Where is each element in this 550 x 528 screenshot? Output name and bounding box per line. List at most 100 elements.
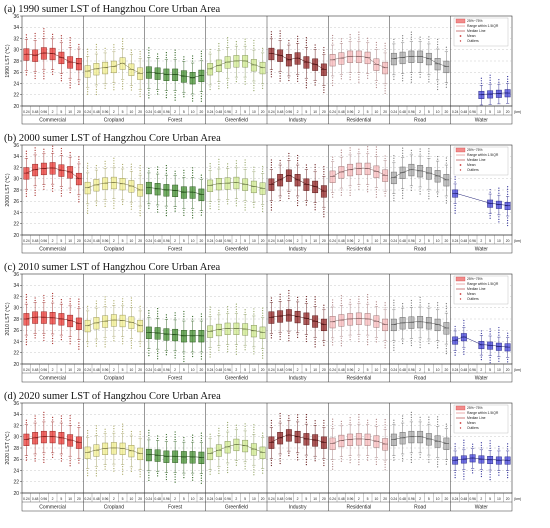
p3-distance-tick-label: 0.48 <box>216 497 223 501</box>
p2-outlier <box>445 305 447 307</box>
p2-outlier <box>323 344 325 346</box>
p3-y-tick-label: 30 <box>13 435 19 441</box>
p0-outlier <box>200 55 202 57</box>
p3-outlier <box>34 420 36 422</box>
p2-distance-tick-label: 0.24 <box>207 368 214 372</box>
p0-outlier <box>349 39 351 41</box>
p3-distance-tick-label: 0.24 <box>391 497 398 501</box>
p0-outlier <box>314 81 316 84</box>
p3-outlier <box>139 471 141 473</box>
p3-outlier <box>445 463 447 465</box>
p0-box <box>207 63 214 76</box>
p0-outlier <box>410 73 412 76</box>
p0-distance-tick-label: 5 <box>122 110 124 114</box>
p0-outlier <box>157 93 159 95</box>
p0-outlier <box>43 70 45 72</box>
p0-outlier <box>60 35 62 37</box>
p3-distance-tick-label: 5 <box>60 497 62 501</box>
p0-outlier <box>297 38 299 40</box>
p3-outlier <box>192 479 194 481</box>
p1-box <box>434 170 441 183</box>
p0-outlier <box>279 30 281 32</box>
p3-outlier <box>244 428 246 430</box>
p1-outlier <box>393 197 395 199</box>
p3-distance-tick-label: 20 <box>77 497 81 501</box>
p3-outlier <box>34 415 36 417</box>
p0-legend-label: Outliers <box>467 39 479 43</box>
p2-outlier <box>305 340 307 343</box>
p1-outlier <box>113 205 115 207</box>
p1-outlier <box>288 192 290 195</box>
p1-outlier <box>410 149 412 151</box>
p1-outlier <box>445 162 447 164</box>
p3-outlier <box>297 454 299 456</box>
p3-outlier <box>95 425 97 427</box>
p0-outlier <box>340 75 342 77</box>
p3-distance-tick-label: 0.96 <box>163 497 170 501</box>
p2-outlier <box>480 330 482 332</box>
p0-outlier <box>113 84 115 86</box>
p3-outlier <box>130 433 132 435</box>
p1-outlier <box>349 192 351 194</box>
p2-outlier <box>410 299 412 302</box>
p2-outlier <box>200 353 202 355</box>
p0-outlier <box>358 34 360 36</box>
p3-box <box>268 436 275 449</box>
p3-box <box>207 447 214 461</box>
p2-box <box>198 330 205 343</box>
p2-outlier <box>87 305 89 307</box>
p2-outlier <box>428 342 430 345</box>
p0-outlier <box>95 46 97 48</box>
p1-box <box>93 179 100 192</box>
p0-box <box>399 51 406 65</box>
p0-category-label: Commercial <box>39 118 66 124</box>
p0-box <box>373 58 380 71</box>
p3-outlier <box>69 460 71 462</box>
p0-outlier <box>305 84 307 86</box>
p1-outlier <box>165 172 167 174</box>
p3-outlier <box>34 457 36 460</box>
p3-outlier <box>349 462 351 464</box>
p0-box <box>242 55 249 68</box>
p0-mean-line <box>271 53 325 70</box>
p1-distance-tick-label: 0.24 <box>268 239 275 243</box>
p3-box <box>277 432 284 445</box>
p1-outlier <box>349 147 351 149</box>
p0-outlier <box>227 82 229 84</box>
p0-outlier <box>34 32 36 35</box>
p3-outlier <box>87 435 89 437</box>
p2-outlier <box>69 340 71 342</box>
p1-outlier <box>69 191 71 194</box>
p1-outlier <box>437 195 439 198</box>
p1-box <box>224 177 231 190</box>
p1-box <box>163 184 170 197</box>
p0-outlier <box>358 31 360 33</box>
p3-outlier <box>60 455 62 457</box>
p3-outlier <box>192 476 194 479</box>
p2-outlier <box>43 337 45 339</box>
p1-outlier <box>428 148 430 150</box>
p1-outlier <box>428 193 430 195</box>
p0-box <box>434 58 441 71</box>
p3-y-tick-label: 26 <box>13 457 19 463</box>
p3-outlier <box>244 468 246 470</box>
p2-y-tick-label: 26 <box>13 328 19 334</box>
p1-y-tick-label: 34 <box>13 154 19 160</box>
p3-outlier <box>253 474 255 476</box>
p2-outlier <box>209 348 211 351</box>
p1-outlier <box>454 207 456 209</box>
p0-box <box>58 51 65 65</box>
p0-outlier <box>148 97 150 99</box>
p2-distance-tick-label: 0.48 <box>93 368 100 372</box>
p3-y-tick-label: 34 <box>13 412 19 418</box>
p3-distance-tick-label: 0.48 <box>154 497 161 501</box>
p1-outlier <box>402 190 404 192</box>
p1-box <box>40 162 47 176</box>
p1-outlier <box>507 186 509 188</box>
p1-outlier <box>165 209 167 212</box>
p3-outlier <box>375 423 377 426</box>
p3-outlier <box>95 430 97 432</box>
p0-legend-swatch-outlier <box>459 40 462 42</box>
p0-legend-label: 25%~75% <box>467 19 483 23</box>
p3-outlier <box>69 465 71 467</box>
